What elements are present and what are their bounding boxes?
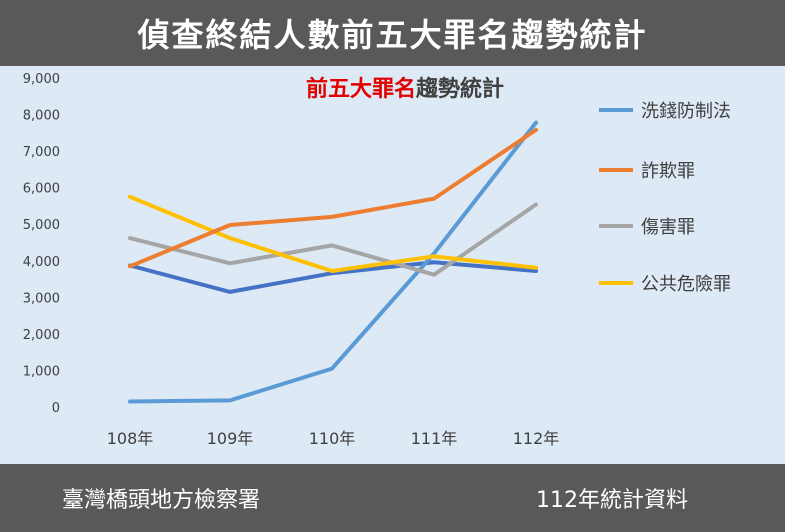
x-tick-label: 109年 [207,429,254,448]
chart-title-red: 前五大罪名 [306,76,416,102]
chart-title: 前五大罪名趨勢統計 [306,76,504,102]
y-tick-label: 5,000 [23,218,60,233]
chart-footer: 臺灣橋頭地方檢察署 112年統計資料 [0,464,785,532]
y-tick-label: 9,000 [23,72,60,87]
chart-header: 偵查終結人數前五大罪名趨勢統計 [0,0,785,66]
y-tick-label: 0 [52,401,60,416]
chart-title-dark: 趨勢統計 [415,76,504,102]
series-line-2 [128,202,538,277]
series-line-0 [128,120,538,404]
series-line-4 [128,260,538,294]
legend-label: 公共危險罪 [641,274,731,295]
x-tick-label: 112年 [513,429,560,448]
legend-label: 傷害罪 [641,217,695,238]
line-chart: 前五大罪名趨勢統計 0 1,000 2,000 3,000 4,000 5,000 6,00… [23,72,731,448]
legend-label: 詐欺罪 [641,161,695,182]
header-title: 偵查終結人數前五大罪名趨勢統計 [137,16,648,54]
y-tick-label: 2,000 [23,328,60,343]
y-tick-label: 8,000 [23,109,60,124]
footer-note: 112年統計資料 [536,488,688,513]
x-axis-ticks: 108年 109年 110年 111年 112年 [107,429,560,448]
x-tick-label: 110年 [309,429,356,448]
legend-label: 洗錢防制法 [641,101,731,122]
x-tick-label: 111年 [411,429,458,448]
y-tick-label: 1,000 [23,364,60,379]
footer-source: 臺灣橋頭地方檢察署 [62,488,261,513]
y-tick-label: 4,000 [23,255,60,270]
series-line-1 [128,127,538,269]
x-tick-label: 108年 [107,429,154,448]
series-lines [128,120,538,404]
y-tick-label: 3,000 [23,291,60,306]
y-axis-ticks: 0 1,000 2,000 3,000 4,000 5,000 6,000 7,000 8,00… [23,72,60,416]
series-line-3 [128,194,538,273]
y-tick-label: 7,000 [23,145,60,160]
y-tick-label: 6,000 [23,182,60,197]
plot-area: 前五大罪名趨勢統計 0 1,000 2,000 3,000 4,000 5,000 6,00… [0,66,785,464]
